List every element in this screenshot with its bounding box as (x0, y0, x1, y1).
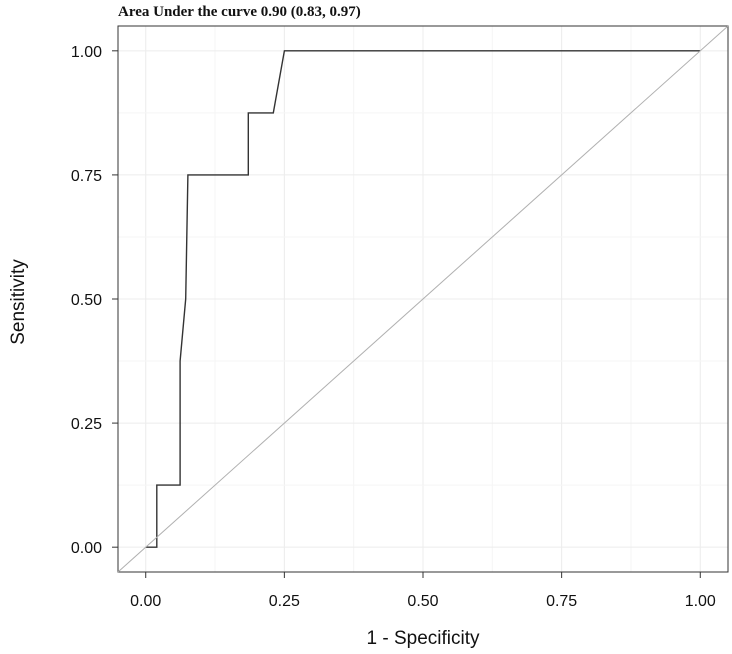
x-tick-label: 1.00 (685, 593, 716, 610)
y-axis: 0.00 0.25 0.50 0.75 1.00 (71, 44, 118, 557)
roc-curve-line (145, 50, 701, 548)
y-tick-label: 0.50 (71, 292, 102, 309)
reference-diagonal-line (117, 25, 729, 573)
x-tick-label: 0.25 (269, 593, 300, 610)
x-tick-label: 0.50 (407, 593, 438, 610)
x-tick-label: 0.00 (130, 593, 161, 610)
y-tick-label: 0.00 (71, 540, 102, 557)
y-tick-label: 1.00 (71, 44, 102, 61)
x-axis-label: 1 - Specificity (367, 628, 480, 649)
chart-title: Area Under the curve 0.90 (0.83, 0.97) (118, 4, 361, 20)
y-tick-label: 0.75 (71, 168, 102, 185)
series-group (117, 25, 729, 573)
y-tick-label: 0.25 (71, 416, 102, 433)
x-tick-label: 0.75 (546, 593, 577, 610)
y-axis-label: Sensitivity (8, 259, 29, 345)
x-axis: 0.00 0.25 0.50 0.75 1.00 (130, 572, 716, 610)
